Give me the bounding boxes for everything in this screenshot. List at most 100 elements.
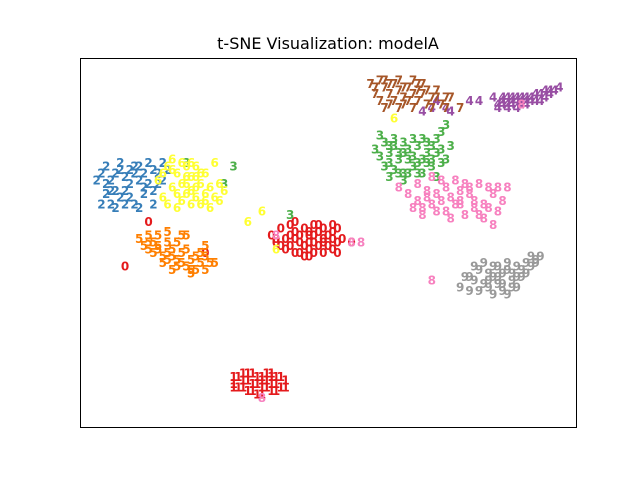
point-digit-7: 7	[432, 91, 440, 105]
point-digit-3: 3	[371, 142, 379, 156]
point-digit-9: 9	[503, 263, 511, 277]
point-digit-2: 2	[126, 191, 134, 205]
point-digit-1: 1	[234, 380, 242, 394]
point-digit-2: 2	[149, 184, 157, 198]
point-digit-7: 7	[437, 98, 445, 112]
point-digit-2: 2	[154, 167, 162, 181]
plot-frame	[80, 58, 577, 428]
point-digit-7: 7	[409, 101, 417, 115]
point-digit-9: 9	[489, 260, 497, 274]
point-digit-5: 5	[163, 225, 171, 239]
point-digit-9: 9	[489, 287, 497, 301]
point-digit-8: 8	[418, 208, 426, 222]
point-digit-0: 0	[267, 229, 275, 243]
point-digit-0: 0	[310, 246, 318, 260]
point-digit-4: 4	[532, 94, 540, 108]
point-digit-5: 5	[196, 256, 204, 270]
point-digit-2: 2	[97, 198, 105, 212]
point-digit-7: 7	[432, 84, 440, 98]
point-digit-5: 5	[168, 249, 176, 263]
point-digit-6: 6	[168, 153, 176, 167]
point-digit-0: 0	[329, 242, 337, 256]
point-digit-6: 6	[215, 194, 223, 208]
point-digit-3: 3	[376, 129, 384, 143]
point-digit-0: 0	[319, 232, 327, 246]
point-digit-6: 6	[390, 111, 398, 125]
point-digit-8: 8	[494, 205, 502, 219]
point-digit-2: 2	[135, 160, 143, 174]
point-digit-2: 2	[116, 191, 124, 205]
point-digit-0: 0	[300, 239, 308, 253]
point-digit-4: 4	[517, 98, 525, 112]
point-digit-2: 2	[116, 163, 124, 177]
point-digit-0: 0	[314, 239, 322, 253]
point-digit-8: 8	[428, 198, 436, 212]
point-digit-6: 6	[178, 194, 186, 208]
point-digit-5: 5	[159, 249, 167, 263]
point-digit-4: 4	[494, 101, 502, 115]
point-digit-2: 2	[149, 163, 157, 177]
point-digit-7: 7	[395, 101, 403, 115]
point-digit-9: 9	[503, 256, 511, 270]
point-digit-1: 1	[229, 377, 237, 391]
point-digit-4: 4	[541, 91, 549, 105]
point-digit-3: 3	[399, 135, 407, 149]
point-digit-4: 4	[536, 87, 544, 101]
point-digit-5: 5	[182, 229, 190, 243]
point-digit-0: 0	[333, 246, 341, 260]
point-digit-8: 8	[498, 194, 506, 208]
point-digit-8: 8	[489, 187, 497, 201]
point-digit-5: 5	[178, 229, 186, 243]
point-digit-9: 9	[461, 270, 469, 284]
point-digit-2: 2	[144, 156, 152, 170]
point-digit-8: 8	[442, 205, 450, 219]
point-digit-0: 0	[300, 249, 308, 263]
point-digit-0: 0	[305, 242, 313, 256]
point-digit-3: 3	[404, 153, 412, 167]
point-digit-5: 5	[187, 267, 195, 281]
point-digit-8: 8	[461, 208, 469, 222]
point-digit-6: 6	[215, 177, 223, 191]
point-digit-3: 3	[432, 170, 440, 184]
point-digit-6: 6	[220, 184, 228, 198]
point-digit-5: 5	[168, 242, 176, 256]
point-digit-8: 8	[470, 194, 478, 208]
point-digit-1: 1	[281, 374, 289, 388]
point-digit-7: 7	[385, 77, 393, 91]
point-digit-3: 3	[428, 160, 436, 174]
point-digit-8: 8	[456, 184, 464, 198]
point-digit-6: 6	[178, 177, 186, 191]
point-digit-5: 5	[163, 253, 171, 267]
point-digit-7: 7	[404, 80, 412, 94]
point-digit-5: 5	[154, 242, 162, 256]
point-digit-9: 9	[484, 280, 492, 294]
point-digit-4: 4	[489, 91, 497, 105]
point-digit-0: 0	[333, 222, 341, 236]
point-digit-6: 6	[187, 198, 195, 212]
point-digit-8: 8	[442, 180, 450, 194]
point-digit-3: 3	[418, 132, 426, 146]
point-digit-5: 5	[154, 229, 162, 243]
point-digit-2: 2	[121, 198, 129, 212]
point-digit-8: 8	[258, 391, 266, 405]
point-digit-6: 6	[192, 180, 200, 194]
point-digit-8: 8	[414, 194, 422, 208]
point-digit-6: 6	[211, 191, 219, 205]
point-digit-0: 0	[291, 232, 299, 246]
point-digit-6: 6	[187, 170, 195, 184]
point-digit-5: 5	[149, 236, 157, 250]
point-digit-8: 8	[480, 198, 488, 212]
point-digit-9: 9	[513, 260, 521, 274]
point-digit-3: 3	[220, 177, 228, 191]
point-digit-8: 8	[347, 236, 355, 250]
point-digit-3: 3	[286, 208, 294, 222]
point-digit-7: 7	[418, 87, 426, 101]
point-digit-4: 4	[442, 101, 450, 115]
point-digit-9: 9	[498, 267, 506, 281]
point-digit-0: 0	[305, 236, 313, 250]
point-digit-3: 3	[437, 156, 445, 170]
point-digit-4: 4	[546, 84, 554, 98]
point-digit-6: 6	[201, 187, 209, 201]
point-digit-3: 3	[432, 132, 440, 146]
point-digit-2: 2	[116, 156, 124, 170]
